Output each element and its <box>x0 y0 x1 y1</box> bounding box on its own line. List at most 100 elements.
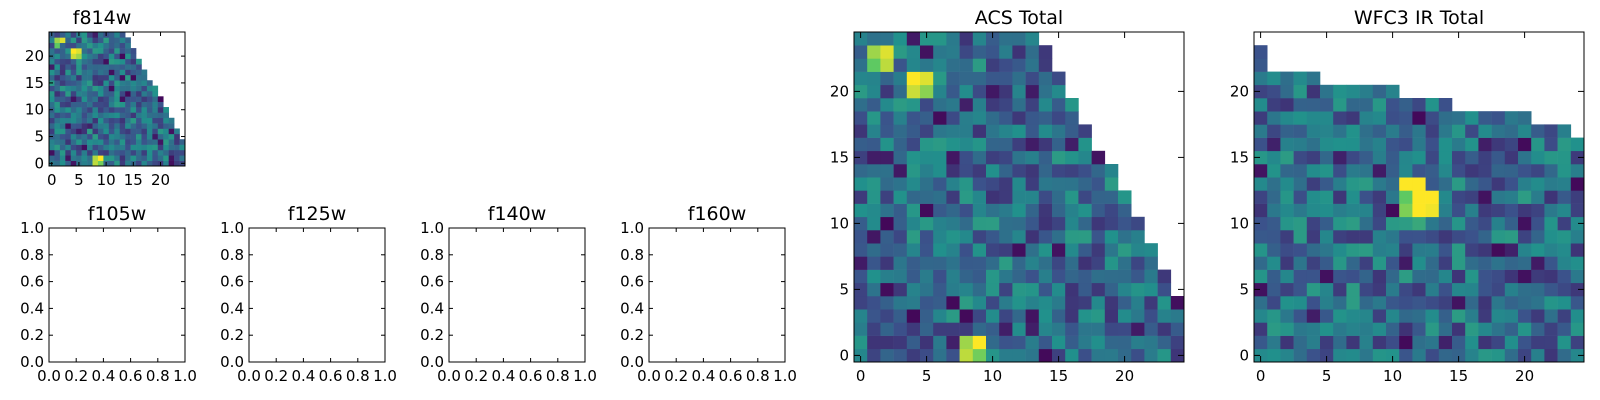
heatmap-cell <box>1267 84 1281 99</box>
heatmap-cell <box>59 69 66 76</box>
heatmap-cell <box>867 98 881 112</box>
heatmap-cell <box>1254 190 1268 204</box>
heatmap-cell <box>1359 177 1374 191</box>
heatmap-cell <box>97 123 104 129</box>
heatmap-cell <box>1438 335 1453 350</box>
heatmap-cell <box>1504 137 1519 152</box>
heatmap-cell <box>152 90 159 97</box>
x-tick-label: 0.6 <box>319 367 343 385</box>
heatmap-cell <box>1333 256 1347 270</box>
heatmap-cell <box>1052 98 1066 112</box>
heatmap-cell <box>1372 335 1387 350</box>
heatmap-cell <box>854 177 868 191</box>
heatmap-cell <box>1306 177 1321 191</box>
heatmap-cell <box>119 149 126 156</box>
heatmap-cell <box>1504 322 1519 336</box>
heatmap-cell <box>1320 111 1334 125</box>
heatmap-cell <box>1478 322 1492 336</box>
heatmap-cell <box>168 144 175 151</box>
heatmap-cell <box>163 117 169 124</box>
heatmap-cell <box>1306 296 1321 310</box>
heatmap-cell <box>1399 348 1413 363</box>
heatmap-cell <box>946 296 960 310</box>
heatmap-cells <box>49 32 186 167</box>
heatmap-cell <box>986 71 1000 86</box>
heatmap-cell <box>76 69 82 76</box>
heatmap-cells <box>1254 45 1585 363</box>
heatmap-cell <box>946 71 960 86</box>
heatmap-cell <box>959 45 974 59</box>
heatmap-cell <box>1038 150 1053 165</box>
heatmap-cell <box>97 58 104 65</box>
heatmap-cell <box>1386 256 1400 270</box>
heatmap-cell <box>92 85 99 92</box>
heatmap-cell <box>1052 124 1066 138</box>
heatmap-cell <box>1065 216 1079 231</box>
heatmap-cell <box>1504 164 1519 178</box>
heatmap-cell <box>136 155 142 161</box>
heatmap-cell <box>1254 150 1268 165</box>
heatmap-cell <box>1267 296 1281 310</box>
heatmap-cell <box>1267 256 1281 270</box>
heatmap-cell <box>906 124 921 138</box>
heatmap-cell <box>103 80 110 86</box>
heatmap-cell <box>959 150 974 165</box>
heatmap-cell <box>168 160 175 167</box>
heatmap-cell <box>1038 137 1053 152</box>
heatmap-cell <box>1104 282 1119 297</box>
heatmap-cell <box>125 117 131 124</box>
heatmap-cell <box>933 230 947 244</box>
heatmap-cell <box>1333 111 1347 125</box>
heatmap-cell <box>1012 84 1026 99</box>
heatmap-cell <box>1038 216 1053 231</box>
heatmap-cell <box>70 149 77 156</box>
y-tick-label: 0.2 <box>220 326 244 344</box>
heatmap-cell <box>1306 124 1321 138</box>
heatmap-cell <box>70 123 77 129</box>
heatmap-cell <box>108 101 115 108</box>
heatmap-cell <box>1306 150 1321 165</box>
heatmap-cell <box>108 107 115 113</box>
heatmap-cell <box>97 69 104 76</box>
heatmap-cell <box>867 177 881 191</box>
heatmap-cell <box>933 322 947 336</box>
heatmap-cell <box>986 150 1000 165</box>
heatmap-cell <box>880 58 894 72</box>
heatmap-cell <box>125 128 131 135</box>
heatmap-cell <box>906 348 921 363</box>
heatmap-cell <box>933 269 947 284</box>
heatmap-cell <box>1012 230 1026 244</box>
heatmap-cell <box>1320 269 1334 284</box>
heatmap-cell <box>146 90 153 97</box>
heatmap-cell <box>1359 282 1374 297</box>
heatmap-cell <box>1118 216 1132 231</box>
x-tick-label: 20 <box>151 171 170 189</box>
heatmap-cell <box>76 133 82 140</box>
heatmap-cell <box>1065 256 1079 270</box>
heatmap-cell <box>1254 58 1268 72</box>
heatmap-cell <box>1504 335 1519 350</box>
y-tick-label: 1.0 <box>420 219 444 237</box>
heatmap-cell <box>103 107 110 113</box>
heatmap-cell <box>97 133 104 140</box>
heatmap-cell <box>1412 177 1426 191</box>
heatmap-cell <box>986 45 1000 59</box>
heatmap-cell <box>946 243 960 257</box>
heatmap-cell <box>986 84 1000 99</box>
heatmap-cell <box>119 160 126 167</box>
heatmap-cell <box>108 74 115 81</box>
x-tick-label: 0.6 <box>119 367 143 385</box>
heatmap-cell <box>1425 230 1440 244</box>
heatmap-cell <box>1293 203 1308 218</box>
heatmap-cell <box>54 64 61 70</box>
heatmap-cell <box>893 348 908 363</box>
heatmap-cell <box>1465 282 1479 297</box>
heatmap-cell <box>179 155 186 161</box>
heatmap-cell <box>1038 58 1053 72</box>
heatmap-cell <box>1012 256 1026 270</box>
heatmap-cell <box>1531 216 1545 231</box>
heatmap-cell <box>906 58 921 72</box>
heatmap-cell <box>92 32 99 38</box>
